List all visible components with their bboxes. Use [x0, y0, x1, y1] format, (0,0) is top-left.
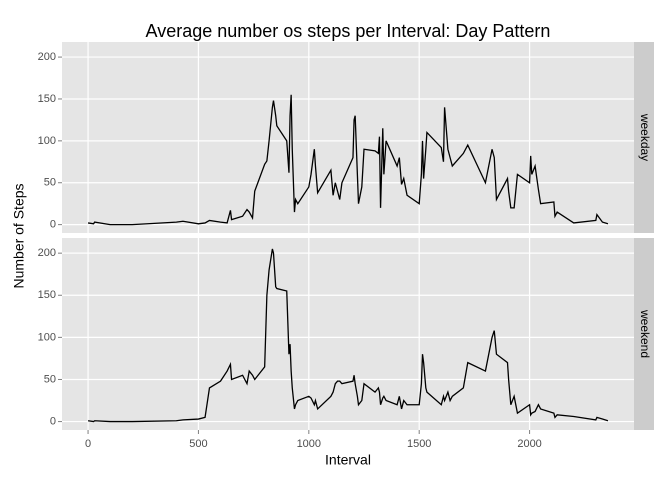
x-tick-label: 1500 [407, 438, 431, 450]
facet-label: weekend [638, 309, 652, 358]
panel-background [62, 42, 634, 233]
y-axis-label: Number of Steps [11, 183, 27, 288]
y-tick-label: 0 [50, 415, 56, 427]
x-axis-label: Interval [325, 452, 371, 468]
chart-title: Average number os steps per Interval: Da… [146, 21, 551, 41]
x-tick-label: 2000 [517, 438, 541, 450]
y-tick-label: 100 [38, 331, 56, 343]
y-tick-label: 150 [38, 289, 56, 301]
y-tick-label: 200 [38, 51, 56, 63]
y-tick-label: 150 [38, 93, 56, 105]
y-tick-label: 50 [44, 373, 56, 385]
y-tick-label: 0 [50, 219, 56, 231]
x-tick-label: 500 [189, 438, 207, 450]
y-tick-label: 50 [44, 177, 56, 189]
facet-strip [634, 238, 654, 430]
x-tick-label: 1000 [297, 438, 321, 450]
panel-background [62, 238, 634, 430]
y-tick-label: 100 [38, 135, 56, 147]
x-tick-label: 0 [85, 438, 91, 450]
y-tick-label: 200 [38, 247, 56, 259]
facet-label: weekday [638, 113, 652, 161]
line [87, 248, 609, 423]
line [87, 94, 609, 226]
facet-strip [634, 42, 654, 233]
